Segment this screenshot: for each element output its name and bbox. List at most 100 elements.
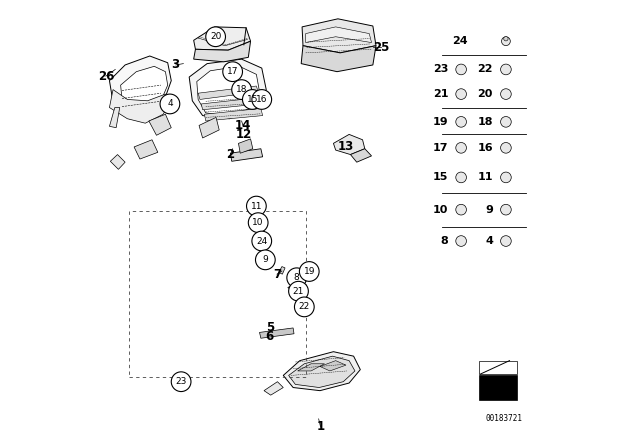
Text: 20: 20 — [210, 32, 221, 41]
Text: 15: 15 — [246, 95, 258, 104]
Polygon shape — [248, 99, 253, 108]
Circle shape — [500, 236, 511, 246]
Text: 8: 8 — [294, 273, 300, 282]
Polygon shape — [260, 328, 294, 338]
Circle shape — [500, 116, 511, 127]
Circle shape — [456, 64, 467, 75]
Polygon shape — [284, 352, 360, 391]
Text: 19: 19 — [433, 117, 448, 127]
Text: 16: 16 — [477, 143, 493, 153]
Circle shape — [500, 64, 511, 75]
Circle shape — [287, 268, 307, 288]
Polygon shape — [201, 98, 260, 110]
Circle shape — [500, 172, 511, 183]
Circle shape — [456, 172, 467, 183]
Text: 20: 20 — [477, 89, 493, 99]
Polygon shape — [120, 66, 168, 111]
Text: 25: 25 — [373, 40, 390, 54]
Text: 19: 19 — [303, 267, 315, 276]
Circle shape — [248, 213, 268, 233]
Circle shape — [255, 250, 275, 270]
Text: 21: 21 — [293, 287, 304, 296]
Text: 00183721: 00183721 — [485, 414, 522, 423]
Text: 2: 2 — [227, 148, 234, 161]
Text: 12: 12 — [236, 128, 252, 141]
Text: 9: 9 — [485, 205, 493, 215]
Circle shape — [500, 89, 511, 99]
Text: 23: 23 — [433, 65, 448, 74]
FancyBboxPatch shape — [479, 361, 517, 374]
Text: 10: 10 — [252, 218, 264, 227]
Polygon shape — [109, 108, 120, 128]
Text: 1: 1 — [316, 420, 324, 433]
Text: 14: 14 — [235, 119, 251, 132]
Text: 23: 23 — [175, 377, 187, 386]
Text: 8: 8 — [440, 236, 448, 246]
Text: 9: 9 — [262, 255, 268, 264]
Text: 5: 5 — [266, 320, 274, 334]
Text: 18: 18 — [477, 117, 493, 127]
Circle shape — [456, 142, 467, 153]
Text: 7: 7 — [273, 267, 281, 281]
Text: 11: 11 — [251, 202, 262, 211]
Polygon shape — [306, 27, 371, 43]
Polygon shape — [149, 114, 172, 135]
Circle shape — [300, 262, 319, 281]
Text: 6: 6 — [266, 329, 274, 343]
Circle shape — [289, 281, 308, 301]
Circle shape — [456, 89, 467, 99]
Circle shape — [160, 94, 180, 114]
Circle shape — [456, 116, 467, 127]
Circle shape — [252, 90, 271, 109]
Circle shape — [206, 27, 225, 47]
Polygon shape — [351, 149, 371, 162]
Circle shape — [294, 297, 314, 317]
Circle shape — [232, 80, 252, 99]
Polygon shape — [320, 361, 346, 371]
Circle shape — [246, 196, 266, 216]
Polygon shape — [302, 19, 376, 53]
Text: 17: 17 — [227, 67, 238, 76]
Text: 26: 26 — [98, 69, 114, 83]
Circle shape — [252, 231, 271, 251]
Polygon shape — [301, 46, 376, 72]
Circle shape — [456, 204, 467, 215]
Polygon shape — [194, 41, 250, 62]
Text: 18: 18 — [236, 85, 247, 94]
Polygon shape — [194, 27, 250, 50]
Polygon shape — [110, 155, 125, 169]
Text: 15: 15 — [433, 172, 448, 182]
Circle shape — [504, 36, 508, 41]
Polygon shape — [239, 139, 253, 153]
Circle shape — [223, 62, 243, 82]
Text: 13: 13 — [337, 140, 354, 154]
Polygon shape — [289, 356, 355, 388]
Polygon shape — [333, 134, 365, 155]
Polygon shape — [279, 267, 285, 274]
Text: 24: 24 — [452, 36, 468, 46]
Polygon shape — [134, 140, 158, 159]
Circle shape — [172, 372, 191, 392]
Text: 21: 21 — [433, 89, 448, 99]
Circle shape — [500, 204, 511, 215]
Polygon shape — [109, 90, 170, 123]
Polygon shape — [204, 108, 262, 121]
Text: 3: 3 — [172, 58, 180, 72]
Polygon shape — [189, 59, 266, 119]
Text: 4: 4 — [485, 236, 493, 246]
Polygon shape — [298, 364, 324, 371]
Polygon shape — [198, 86, 258, 99]
Polygon shape — [264, 382, 284, 395]
Text: 22: 22 — [477, 65, 493, 74]
Circle shape — [500, 142, 511, 153]
Text: 16: 16 — [256, 95, 268, 104]
Polygon shape — [109, 56, 172, 119]
Text: 4: 4 — [167, 99, 173, 108]
Polygon shape — [230, 149, 262, 161]
Text: 17: 17 — [433, 143, 448, 153]
Circle shape — [456, 236, 467, 246]
Polygon shape — [196, 66, 260, 116]
Polygon shape — [288, 282, 303, 291]
Text: 24: 24 — [256, 237, 268, 246]
Text: 11: 11 — [477, 172, 493, 182]
